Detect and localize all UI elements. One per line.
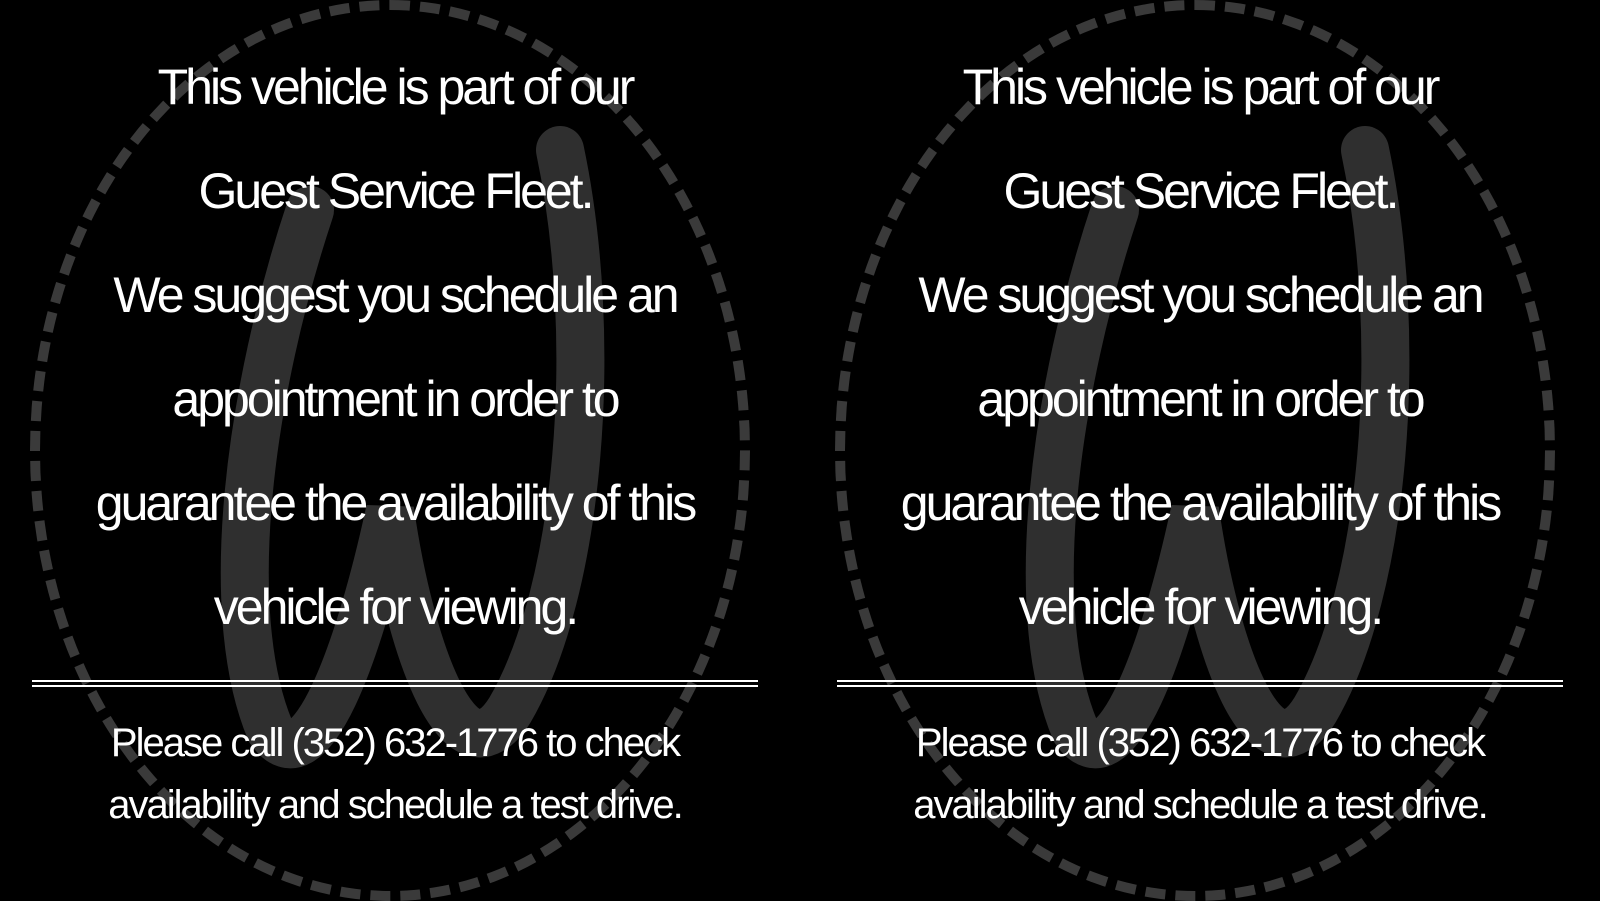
message-line: appointment in order to xyxy=(977,371,1425,427)
divider xyxy=(837,680,1563,687)
message-line: We suggest you schedule an xyxy=(918,267,1484,323)
footer-line: availability and schedule a test drive. xyxy=(913,783,1488,827)
sign-message: This vehicle is part of our Guest Servic… xyxy=(830,35,1570,659)
message-line: We suggest you schedule an xyxy=(113,267,679,323)
guest-service-sign-left: This vehicle is part of our Guest Servic… xyxy=(10,0,780,901)
script-w-logo xyxy=(1025,126,1410,769)
divider xyxy=(32,680,758,687)
sign-footer: Please call (352) 632-1776 to check avai… xyxy=(25,712,765,836)
message-line: guarantee the availability of this xyxy=(95,475,697,531)
sign-message: This vehicle is part of our Guest Servic… xyxy=(25,35,765,659)
footer-line: availability and schedule a test drive. xyxy=(108,783,683,827)
script-w-logo xyxy=(220,126,605,769)
message-line: vehicle for viewing. xyxy=(1018,579,1384,635)
message-line: This vehicle is part of our xyxy=(962,59,1441,115)
oval-border xyxy=(835,0,1555,901)
message-line: vehicle for viewing. xyxy=(213,579,579,635)
message-line: This vehicle is part of our xyxy=(157,59,636,115)
sign-footer: Please call (352) 632-1776 to check avai… xyxy=(830,712,1570,836)
oval-border xyxy=(30,0,750,901)
footer-line: Please call (352) 632-1776 to check xyxy=(915,721,1486,765)
footer-line: Please call (352) 632-1776 to check xyxy=(110,721,681,765)
message-line: Guest Service Fleet. xyxy=(198,163,595,219)
message-line: Guest Service Fleet. xyxy=(1003,163,1400,219)
message-line: appointment in order to xyxy=(172,371,620,427)
message-line: guarantee the availability of this xyxy=(900,475,1502,531)
guest-service-sign-right: This vehicle is part of our Guest Servic… xyxy=(815,0,1585,901)
